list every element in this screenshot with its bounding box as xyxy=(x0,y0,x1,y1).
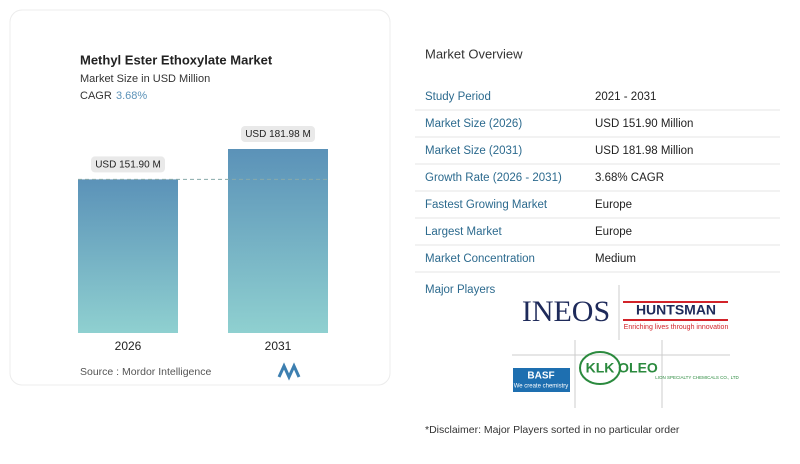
basf-logo: BASF xyxy=(527,371,554,382)
overview-table: Study Period 2021 - 2031 Market Size (2026… xyxy=(415,91,780,273)
value-label: USD 151.90 M xyxy=(95,160,161,171)
row-value: 3.68% CAGR xyxy=(595,172,664,184)
bar xyxy=(228,149,328,333)
row-label: Market Concentration xyxy=(425,253,535,265)
disclaimer: *Disclaimer: Major Players sorted in no … xyxy=(425,424,680,436)
row-value: Europe xyxy=(595,226,632,238)
source: Source : Mordor Intelligence xyxy=(80,366,211,378)
row-value: USD 151.90 Million xyxy=(595,118,693,130)
klk-logo: KLK xyxy=(586,360,615,376)
row-value: Medium xyxy=(595,253,636,265)
brand-icon xyxy=(277,362,301,381)
row-value: Europe xyxy=(595,199,632,211)
row-value: USD 181.98 Million xyxy=(595,145,693,157)
row-label: Market Size (2026) xyxy=(425,118,522,130)
row-label: Growth Rate (2026 - 2031) xyxy=(425,172,562,184)
row-label: Fastest Growing Market xyxy=(425,199,548,211)
overview-title: Market Overview xyxy=(425,46,523,61)
bars: USD 151.90 M 2026 USD 181.98 M 2031 xyxy=(78,126,328,353)
huntsman-tag: Enriching lives through innovation xyxy=(624,324,729,331)
value-label-box xyxy=(91,156,165,173)
cagr-label: CAGR xyxy=(80,90,112,102)
logos: INEOS HUNTSMAN Enriching lives through i… xyxy=(512,285,740,408)
value-label-box xyxy=(241,126,315,142)
row-value: 2021 - 2031 xyxy=(595,91,656,103)
chart-subtitle: Market Size in USD Million xyxy=(80,73,210,85)
value-label: USD 181.98 M xyxy=(245,129,311,140)
cagr-value: 3.68% xyxy=(116,90,147,102)
klk-ring xyxy=(579,351,621,385)
x-tick-label: 2031 xyxy=(265,339,292,353)
lion-logo: LION SPECIALTY CHEMICALS CO., LTD xyxy=(655,375,739,380)
basf-tag: We create chemistry xyxy=(514,384,569,390)
players-title: Major Players xyxy=(425,284,496,296)
oleo-logo: OLEO xyxy=(618,360,658,376)
bar xyxy=(78,179,178,333)
ineos-logo: INEOS xyxy=(522,295,610,328)
chart-title: Methyl Ester Ethoxylate Market xyxy=(80,52,273,67)
row-label: Study Period xyxy=(425,91,491,103)
row-label: Largest Market xyxy=(425,226,503,238)
huntsman-logo: HUNTSMAN xyxy=(636,302,716,318)
row-label: Market Size (2031) xyxy=(425,145,522,157)
basf-box xyxy=(513,368,570,392)
x-tick-label: 2026 xyxy=(115,339,142,353)
